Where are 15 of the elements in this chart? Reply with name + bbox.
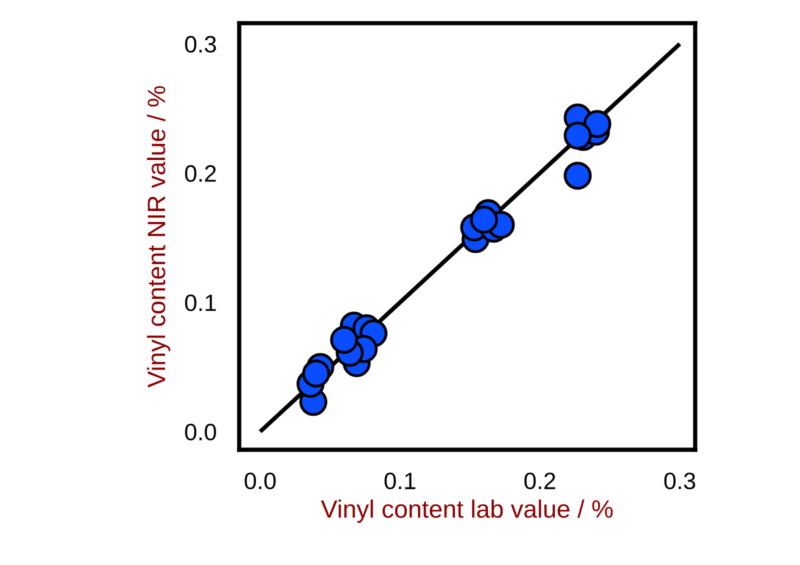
- x-tick-label: 0.2: [524, 472, 556, 490]
- x-tick-label: 0.3: [664, 472, 696, 490]
- y-tick-label: 0.1: [185, 294, 216, 312]
- y-tick-label: 0.3: [185, 36, 216, 53]
- x-axis-title: Vinyl content lab value / %: [320, 500, 613, 523]
- x-tick-label: 0.0: [244, 472, 276, 490]
- point: [302, 359, 330, 388]
- y-tick-label: 0.0: [185, 424, 216, 440]
- x-tick-label: 0.1: [384, 472, 416, 490]
- point: [330, 326, 358, 354]
- point: [583, 110, 612, 138]
- y-tick-label: 0.2: [185, 165, 216, 182]
- y-axis-title: Vinyl content NIR value / %: [146, 86, 170, 388]
- point: [564, 162, 592, 190]
- point: [470, 206, 498, 234]
